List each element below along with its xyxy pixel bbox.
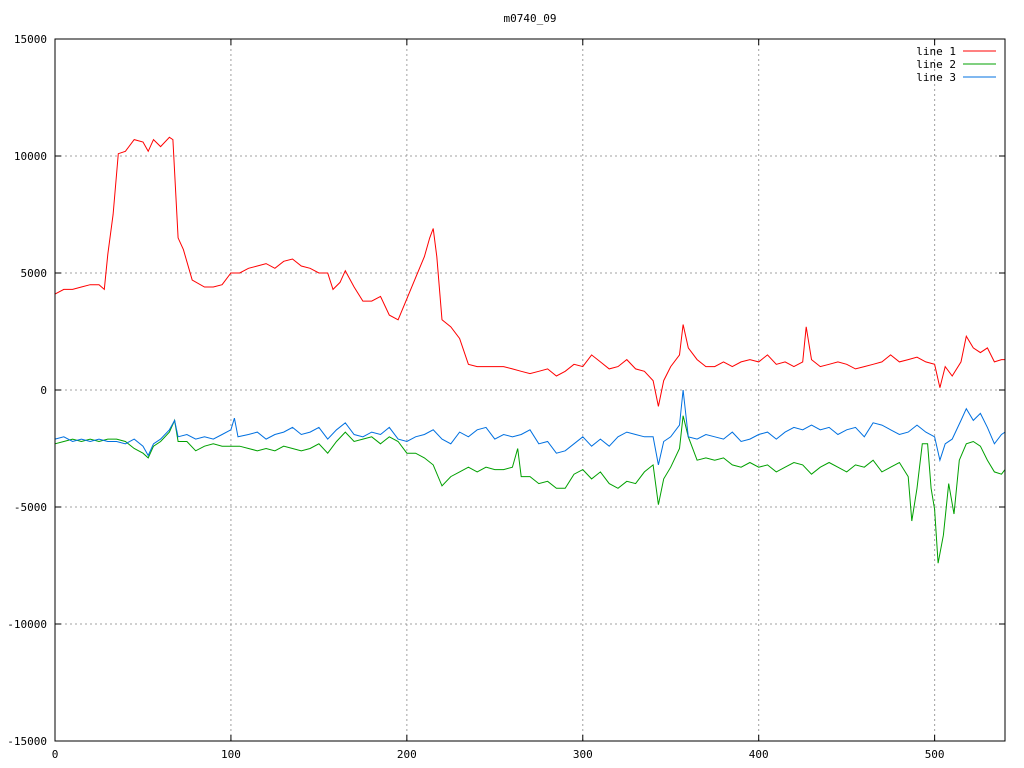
series-lines: [54, 136, 1006, 564]
axis-ticks: [54, 38, 1005, 742]
y-tick-label: 0: [40, 384, 47, 397]
x-tick-label: 500: [925, 748, 945, 761]
legend-label-3: line 3: [916, 71, 956, 84]
x-tick-label: 200: [397, 748, 417, 761]
y-tick-label: -15000: [7, 735, 47, 748]
series-line-2: [54, 415, 1006, 564]
series-line-3: [54, 389, 1006, 466]
y-tick-labels: -15000 -10000 -5000 0 5000 10000 15000: [7, 33, 47, 748]
legend-label-2: line 2: [916, 58, 956, 71]
series-line-1: [54, 136, 1005, 407]
x-tick-label: 400: [749, 748, 769, 761]
x-tick-labels: 0 100 200 300 400 500: [52, 748, 945, 761]
grid-lines: [55, 39, 1005, 741]
y-tick-label: 10000: [14, 150, 47, 163]
x-tick-label: 100: [221, 748, 241, 761]
y-tick-label: -5000: [14, 501, 47, 514]
y-tick-label: 15000: [14, 33, 47, 46]
chart-title: m0740_09: [504, 12, 557, 25]
y-tick-label: -10000: [7, 618, 47, 631]
x-tick-label: 300: [573, 748, 593, 761]
x-tick-label: 0: [52, 748, 59, 761]
y-tick-label: 5000: [21, 267, 48, 280]
legend-label-1: line 1: [916, 45, 956, 58]
